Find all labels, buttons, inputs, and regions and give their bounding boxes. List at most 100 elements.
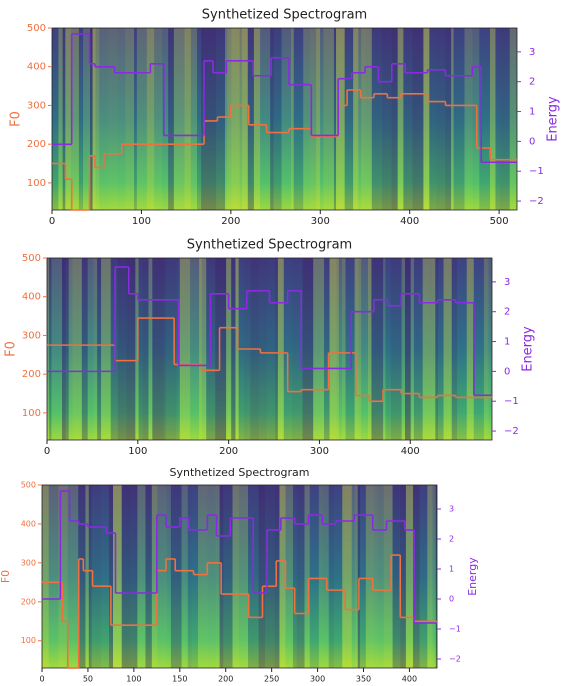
spectrogram-band <box>353 28 359 210</box>
spectrogram-band <box>292 485 297 668</box>
spectrogram-band <box>196 28 202 210</box>
spectrogram-band <box>336 28 345 210</box>
spectrogram-band <box>275 258 278 440</box>
spectrogram-band <box>62 28 66 210</box>
spectrogram-band <box>93 258 98 440</box>
spectrogram-band <box>130 485 138 668</box>
spectrogram-band <box>430 258 436 440</box>
y2-tick-label: 2 <box>504 307 510 318</box>
spectrogram-band <box>205 28 217 210</box>
spectrogram-band <box>345 258 355 440</box>
spectrogram-band <box>207 485 216 668</box>
x-tick-label: 150 <box>172 675 187 684</box>
spectrogram-band <box>333 485 343 668</box>
spectrogram-band <box>148 258 153 440</box>
spectrogram-band <box>351 485 356 668</box>
spectrogram-band <box>92 28 96 210</box>
spectrogram-band <box>373 485 378 668</box>
spectrogram-band <box>292 258 303 440</box>
spectrogram-band <box>258 485 266 668</box>
spectrogram-band <box>302 258 314 440</box>
spectrogram-band <box>134 28 137 210</box>
spectrogram-band <box>451 258 458 440</box>
spectrogram-band <box>473 258 484 440</box>
axes-frame <box>51 27 518 211</box>
x-tick-label: 400 <box>401 446 420 457</box>
spectrogram-band <box>412 28 424 210</box>
y2-tick-label: −2 <box>504 426 519 437</box>
spectrogram-band <box>489 28 496 210</box>
x-tick-label: 250 <box>264 675 279 684</box>
spectrogram-band <box>232 485 240 668</box>
spectrogram-band <box>483 258 489 440</box>
spectrogram-band <box>190 258 200 440</box>
y-axis-label: F0 <box>4 341 19 357</box>
y-tick-label: 500 <box>21 481 36 490</box>
y2-tick-label: 0 <box>449 595 454 604</box>
axes-frame <box>41 484 438 669</box>
spectrogram-band <box>410 258 414 440</box>
spectrogram-band <box>117 258 127 440</box>
spectrogram-band <box>323 28 331 210</box>
spectrogram-band <box>419 485 428 668</box>
spectrogram-band <box>436 28 446 210</box>
spectrogram-band <box>97 258 102 440</box>
spectrogram-band <box>403 28 413 210</box>
spectrogram-band <box>344 28 354 210</box>
spectrogram-band <box>259 258 268 440</box>
spectrogram-band <box>65 28 72 210</box>
y-tick-label: 400 <box>21 519 36 528</box>
spectrogram-band <box>464 28 473 210</box>
spectrogram-band <box>385 258 391 440</box>
chart-title: Synthetized Spectrogram <box>187 238 352 253</box>
axes-frame <box>46 257 493 441</box>
spectrogram-band <box>437 258 444 440</box>
x-tick-label: 200 <box>221 216 240 227</box>
spectrogram-band <box>371 258 377 440</box>
spectrogram-band <box>413 258 423 440</box>
spectrogram-band <box>422 258 431 440</box>
spectrogram-band <box>99 28 108 210</box>
spectrogram-band <box>383 258 386 440</box>
x-tick-label: 500 <box>490 216 509 227</box>
x-tick-label: 100 <box>128 446 147 457</box>
spectrogram-band <box>88 485 92 668</box>
x-tick-label: 200 <box>219 446 238 457</box>
spectrogram-band <box>151 485 158 668</box>
spectrogram-band <box>81 258 88 440</box>
spectrogram-band <box>126 258 136 440</box>
spectrogram-band <box>48 485 59 668</box>
spectrogram-band <box>101 258 111 440</box>
spectrogram-band <box>78 485 86 668</box>
spectrogram-band <box>231 28 240 210</box>
y2-tick-label: 3 <box>504 277 510 288</box>
spectrogram-band <box>324 258 330 440</box>
y-tick-label: 500 <box>22 253 41 264</box>
x-tick-label: 400 <box>400 216 419 227</box>
spectrogram-band <box>165 258 177 440</box>
spectrogram-band <box>336 258 340 440</box>
y-tick-label: 100 <box>22 408 41 419</box>
y-tick-label: 200 <box>22 369 41 380</box>
spectrogram-band <box>179 258 191 440</box>
y-tick-label: 200 <box>27 139 46 150</box>
spectrogram-band <box>137 485 146 668</box>
y2-tick-label: −2 <box>529 196 544 207</box>
spectrogram-band <box>391 28 398 210</box>
spectrogram-band <box>383 485 393 668</box>
y2-axis-label: Energy <box>466 557 479 596</box>
x-tick-label: 100 <box>132 216 151 227</box>
spectrogram-band <box>197 485 208 668</box>
y-tick-label: 300 <box>27 100 46 111</box>
spectrogram-band <box>184 28 191 210</box>
spectrogram-band <box>51 258 63 440</box>
spectrogram-band <box>201 258 207 440</box>
spectrogram-band <box>328 485 334 668</box>
spectrogram-band <box>377 485 384 668</box>
x-tick-label: 0 <box>49 216 55 227</box>
spectrogram-band <box>427 485 433 668</box>
spectrogram-band <box>423 28 430 210</box>
spectrogram-band <box>376 258 384 440</box>
spectrogram-band <box>413 485 420 668</box>
spectrogram-band <box>87 258 94 440</box>
